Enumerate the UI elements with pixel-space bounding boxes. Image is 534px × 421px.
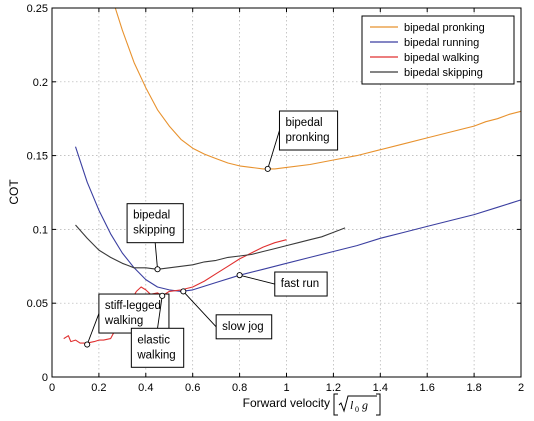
annotation-leader bbox=[154, 242, 158, 270]
unit-subscript-0: 0 bbox=[355, 405, 359, 414]
annotation-box bbox=[130, 327, 185, 368]
series-line-bipedal-skipping bbox=[75, 224, 346, 270]
annotation-bipedal-pronking: bipedal pronking bbox=[264, 110, 339, 172]
legend-label: bipedal running bbox=[404, 37, 479, 49]
x-tick-label: 0.8 bbox=[232, 382, 247, 394]
unit-g: g bbox=[362, 398, 368, 412]
x-tick-label: 1.6 bbox=[420, 382, 435, 394]
annotation-slow-jog: slow jog bbox=[180, 288, 273, 340]
annotation-leader bbox=[86, 313, 100, 345]
annotation-text: fast run bbox=[281, 278, 319, 290]
annotation-stiff-legged-walking: stiff-legged walking bbox=[84, 293, 170, 348]
legend-label: bipedal skipping bbox=[404, 67, 483, 79]
annotation-marker bbox=[159, 292, 166, 299]
annotation-marker bbox=[154, 266, 161, 273]
annotation-leader bbox=[267, 130, 280, 170]
y-axis-label: COT bbox=[7, 179, 21, 205]
x-axis-unit-formula: l 0 g bbox=[333, 393, 381, 416]
unit-right-bracket bbox=[376, 393, 381, 416]
legend: bipedal pronking bipedal running bipedal w… bbox=[361, 15, 515, 85]
y-tick-label: 0.2 bbox=[33, 77, 48, 89]
x-tick-label: 0.6 bbox=[185, 382, 200, 394]
y-tick-label: 0.1 bbox=[33, 224, 48, 236]
annotation-marker bbox=[84, 341, 91, 348]
annotation-marker bbox=[264, 165, 271, 172]
x-tick-label: 0.4 bbox=[138, 382, 153, 394]
x-tick-label: 0.2 bbox=[91, 382, 106, 394]
unit-left-bracket bbox=[333, 393, 338, 416]
y-tick-label: 0.15 bbox=[27, 151, 48, 163]
annotation-text: walking bbox=[104, 315, 143, 327]
annotation-text: slow jog bbox=[222, 321, 264, 333]
annotation-leader bbox=[182, 291, 217, 328]
x-tick-label: 1.8 bbox=[466, 382, 481, 394]
annotation-box bbox=[98, 293, 170, 334]
annotation-box bbox=[278, 110, 339, 151]
annotation-fast-run: fast run bbox=[236, 271, 328, 297]
unit-sqrt-sign bbox=[338, 395, 377, 413]
annotation-layer: bipedal pronking bipedal skipping stiff-legg… bbox=[84, 110, 339, 368]
x-tick-label: 0 bbox=[49, 382, 55, 394]
x-tick-label: 2 bbox=[518, 382, 524, 394]
annotation-text: stiff-legged bbox=[105, 300, 161, 312]
annotation-leader bbox=[157, 295, 163, 329]
x-axis-label-group: Forward velocity l 0 g bbox=[243, 393, 381, 416]
x-axis-label: Forward velocity bbox=[243, 396, 330, 410]
x-tick-label: 1.2 bbox=[326, 382, 341, 394]
annotation-text: bipedal bbox=[285, 117, 322, 129]
y-tick-label: 0.05 bbox=[27, 298, 48, 310]
annotation-text: walking bbox=[136, 349, 175, 361]
annotation-text: elastic bbox=[137, 334, 170, 346]
ticks: 0 0.2 0.4 0.6 0.8 1 1.2 1.4 1.6 1.8 2 0 0.05 0.1 0.15 0… bbox=[27, 3, 524, 394]
legend-label: bipedal pronking bbox=[404, 22, 485, 34]
annotation-leader bbox=[239, 274, 275, 285]
annotation-bipedal-skipping: bipedal skipping bbox=[126, 203, 184, 273]
y-tick-label: 0 bbox=[42, 372, 48, 384]
annotation-elastic-walking: elastic walking bbox=[130, 292, 185, 368]
x-tick-label: 1.4 bbox=[373, 382, 388, 394]
annotation-text: bipedal bbox=[133, 210, 170, 222]
annotation-box bbox=[126, 203, 184, 244]
unit-l0: l bbox=[350, 398, 354, 412]
annotation-box bbox=[274, 271, 328, 297]
y-tick-label: 0.25 bbox=[27, 3, 48, 15]
annotation-text: skipping bbox=[133, 225, 175, 237]
x-tick-label: 1 bbox=[283, 382, 289, 394]
annotation-marker bbox=[236, 272, 243, 279]
annotation-marker bbox=[180, 288, 187, 295]
annotation-box bbox=[215, 314, 273, 340]
annotation-text: pronking bbox=[285, 132, 329, 144]
legend-label: bipedal walking bbox=[404, 52, 479, 64]
